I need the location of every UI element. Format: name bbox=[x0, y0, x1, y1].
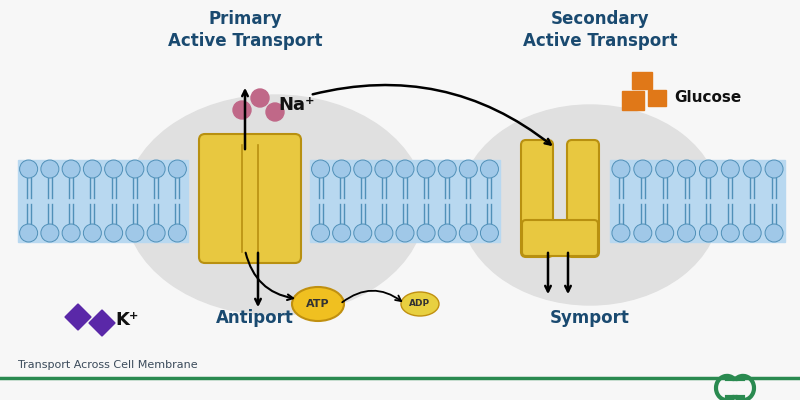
Text: Symport: Symport bbox=[550, 309, 630, 327]
Circle shape bbox=[147, 224, 165, 242]
Circle shape bbox=[612, 160, 630, 178]
Circle shape bbox=[41, 224, 59, 242]
FancyBboxPatch shape bbox=[567, 140, 599, 257]
Text: Primary
Active Transport: Primary Active Transport bbox=[168, 10, 322, 50]
Circle shape bbox=[375, 160, 393, 178]
Circle shape bbox=[634, 160, 652, 178]
Circle shape bbox=[612, 224, 630, 242]
Circle shape bbox=[311, 224, 330, 242]
Polygon shape bbox=[89, 310, 115, 336]
FancyBboxPatch shape bbox=[522, 220, 598, 256]
Circle shape bbox=[83, 160, 102, 178]
Circle shape bbox=[438, 160, 456, 178]
Text: Na⁺: Na⁺ bbox=[278, 96, 314, 114]
Bar bbox=[610, 160, 785, 242]
Circle shape bbox=[62, 224, 80, 242]
Circle shape bbox=[438, 224, 456, 242]
Text: Antiport: Antiport bbox=[216, 309, 294, 327]
Circle shape bbox=[168, 224, 186, 242]
Ellipse shape bbox=[292, 287, 344, 321]
Circle shape bbox=[105, 224, 122, 242]
Circle shape bbox=[722, 224, 739, 242]
FancyBboxPatch shape bbox=[521, 140, 553, 257]
Text: Transport Across Cell Membrane: Transport Across Cell Membrane bbox=[18, 360, 198, 370]
Circle shape bbox=[233, 101, 251, 119]
Text: ADP: ADP bbox=[410, 300, 430, 308]
Circle shape bbox=[333, 160, 350, 178]
FancyBboxPatch shape bbox=[199, 134, 301, 263]
Circle shape bbox=[354, 224, 372, 242]
Circle shape bbox=[743, 224, 761, 242]
Circle shape bbox=[126, 160, 144, 178]
Circle shape bbox=[311, 160, 330, 178]
Text: Glucose: Glucose bbox=[674, 90, 742, 106]
Circle shape bbox=[417, 224, 435, 242]
Circle shape bbox=[266, 103, 284, 121]
Bar bbox=[648, 90, 666, 106]
Circle shape bbox=[168, 160, 186, 178]
Circle shape bbox=[147, 160, 165, 178]
Circle shape bbox=[20, 160, 38, 178]
Circle shape bbox=[83, 224, 102, 242]
Circle shape bbox=[105, 160, 122, 178]
Circle shape bbox=[678, 160, 695, 178]
Circle shape bbox=[41, 160, 59, 178]
Circle shape bbox=[481, 224, 498, 242]
Bar bbox=[622, 91, 644, 110]
Circle shape bbox=[678, 224, 695, 242]
Circle shape bbox=[743, 160, 761, 178]
Circle shape bbox=[354, 160, 372, 178]
Circle shape bbox=[459, 160, 478, 178]
Circle shape bbox=[765, 224, 783, 242]
Circle shape bbox=[459, 224, 478, 242]
Circle shape bbox=[765, 160, 783, 178]
Circle shape bbox=[62, 160, 80, 178]
Circle shape bbox=[417, 160, 435, 178]
Circle shape bbox=[656, 224, 674, 242]
Ellipse shape bbox=[125, 95, 425, 315]
Ellipse shape bbox=[401, 292, 439, 316]
Circle shape bbox=[251, 89, 269, 107]
Circle shape bbox=[722, 160, 739, 178]
Polygon shape bbox=[65, 304, 91, 330]
Bar bbox=[18, 160, 188, 242]
Circle shape bbox=[656, 160, 674, 178]
Circle shape bbox=[634, 224, 652, 242]
Circle shape bbox=[396, 224, 414, 242]
Bar bbox=[310, 160, 500, 242]
Ellipse shape bbox=[460, 105, 720, 305]
Circle shape bbox=[699, 224, 718, 242]
Bar bbox=[632, 72, 652, 89]
Circle shape bbox=[333, 224, 350, 242]
Circle shape bbox=[375, 224, 393, 242]
Text: K⁺: K⁺ bbox=[115, 311, 138, 329]
Text: Secondary
Active Transport: Secondary Active Transport bbox=[522, 10, 678, 50]
Circle shape bbox=[481, 160, 498, 178]
Circle shape bbox=[396, 160, 414, 178]
Text: ATP: ATP bbox=[306, 299, 330, 309]
Circle shape bbox=[699, 160, 718, 178]
Circle shape bbox=[126, 224, 144, 242]
Circle shape bbox=[20, 224, 38, 242]
